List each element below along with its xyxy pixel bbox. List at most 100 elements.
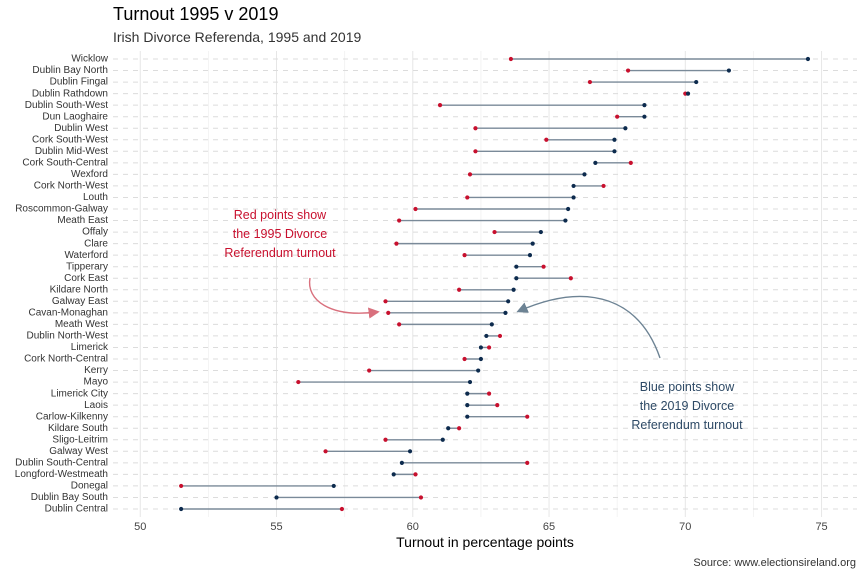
- point-2019: [685, 91, 691, 96]
- point-1995: [601, 183, 606, 189]
- point-2019: [566, 206, 571, 212]
- point-1995: [323, 449, 328, 454]
- y-label: Sligo-Leitrim: [52, 434, 108, 445]
- point-2019: [274, 495, 279, 500]
- point-2019: [465, 403, 470, 408]
- point-1995: [457, 287, 462, 292]
- dumbbell-segments: [181, 58, 808, 510]
- point-1995: [525, 460, 530, 465]
- x-tick-label: 55: [270, 521, 282, 533]
- y-label: Cork South-Central: [22, 157, 108, 168]
- x-tick-label: 75: [815, 521, 827, 533]
- point-2019: [694, 79, 699, 85]
- point-2019: [446, 426, 451, 431]
- y-label: Mayo: [84, 377, 109, 388]
- point-1995: [473, 126, 478, 131]
- point-2019: [407, 449, 413, 454]
- point-2019: [476, 368, 481, 373]
- x-tick-label: 60: [407, 521, 419, 533]
- red-annotation-line: Referendum turnout: [224, 246, 336, 260]
- point-2019: [563, 218, 568, 223]
- y-label: Wicklow: [71, 54, 108, 65]
- point-1995: [625, 68, 631, 73]
- blue-annotation-line: the 2019 Divorce: [640, 399, 735, 413]
- point-2019: [514, 264, 519, 269]
- point-1995: [437, 103, 443, 108]
- y-label: Longford-Westmeath: [15, 469, 108, 480]
- point-1995: [568, 276, 573, 281]
- x-tick-label: 65: [543, 521, 555, 533]
- y-label: Cork North-West: [34, 181, 108, 192]
- point-2019: [642, 103, 647, 108]
- y-label: Dublin North-West: [26, 331, 108, 342]
- point-1995: [495, 403, 500, 408]
- point-1995: [413, 206, 418, 212]
- point-1995: [615, 114, 620, 119]
- y-label: Limerick: [71, 342, 109, 353]
- point-2019: [484, 333, 489, 339]
- y-label: Dublin Central: [45, 504, 108, 515]
- point-1995: [467, 172, 473, 177]
- point-1995: [492, 229, 497, 235]
- y-label: Wexford: [71, 169, 108, 180]
- point-1995: [339, 506, 345, 512]
- point-2019: [593, 160, 598, 165]
- point-1995: [473, 149, 478, 154]
- annotation-red-points: Red points show the 1995 Divorce Referendu…: [224, 208, 336, 260]
- point-1995: [457, 426, 462, 431]
- point-2019: [478, 345, 484, 350]
- point-2019: [489, 322, 494, 327]
- y-label: Meath East: [57, 215, 108, 226]
- point-1995: [383, 437, 388, 442]
- y-label: Galway West: [49, 446, 108, 457]
- y-label: Dublin South-West: [25, 100, 108, 111]
- point-1995: [394, 241, 399, 246]
- point-2019: [511, 287, 516, 292]
- y-label: Cork North-Central: [24, 354, 108, 365]
- x-tick-label: 70: [679, 521, 691, 533]
- point-1995: [386, 310, 391, 315]
- point-1995: [486, 391, 492, 396]
- y-label: Waterford: [64, 250, 108, 261]
- y-label: Dublin South-Central: [15, 457, 108, 468]
- y-label: Clare: [84, 238, 108, 249]
- point-1995: [383, 299, 388, 304]
- point-1995: [397, 218, 402, 223]
- y-label: Laois: [84, 400, 108, 411]
- point-1995: [541, 264, 546, 269]
- point-2019: [391, 472, 396, 477]
- point-2019: [805, 56, 811, 62]
- point-2019: [465, 414, 470, 419]
- blue-annotation-line: Referendum turnout: [631, 418, 743, 432]
- point-2019: [503, 310, 508, 315]
- point-1995: [179, 483, 184, 489]
- y-label: Meath West: [55, 319, 108, 330]
- y-label: Louth: [83, 192, 108, 203]
- point-1995: [418, 495, 424, 500]
- point-2019: [612, 137, 617, 142]
- x-axis-title: Turnout in percentage points: [396, 534, 574, 550]
- y-label: Galway East: [52, 296, 108, 307]
- point-1995: [462, 253, 467, 258]
- point-2019: [582, 172, 587, 177]
- x-tick-label: 50: [134, 521, 146, 533]
- blue-annotation-arrow: [516, 295, 661, 359]
- point-1995: [413, 472, 418, 477]
- point-1995: [465, 195, 470, 200]
- point-2019: [440, 437, 445, 442]
- y-label: Kerry: [84, 365, 108, 376]
- point-2019: [527, 253, 533, 258]
- source-caption: Source: www.electionsireland.org: [693, 557, 856, 569]
- point-2019: [612, 149, 617, 154]
- y-label: Dun Laoghaire: [42, 111, 108, 122]
- chart-title: Turnout 1995 v 2019: [113, 4, 279, 24]
- y-label: Dublin Fingal: [50, 77, 108, 88]
- annotation-blue-points: Blue points show the 2019 Divorce Referend…: [631, 380, 743, 432]
- point-2019: [514, 276, 519, 281]
- point-2019: [726, 68, 732, 73]
- y-label: Dublin Bay South: [31, 492, 108, 503]
- y-label: Cork South-West: [32, 134, 108, 145]
- point-2019: [642, 114, 647, 119]
- chart-subtitle: Irish Divorce Referenda, 1995 and 2019: [113, 29, 362, 45]
- data-points: [179, 56, 811, 512]
